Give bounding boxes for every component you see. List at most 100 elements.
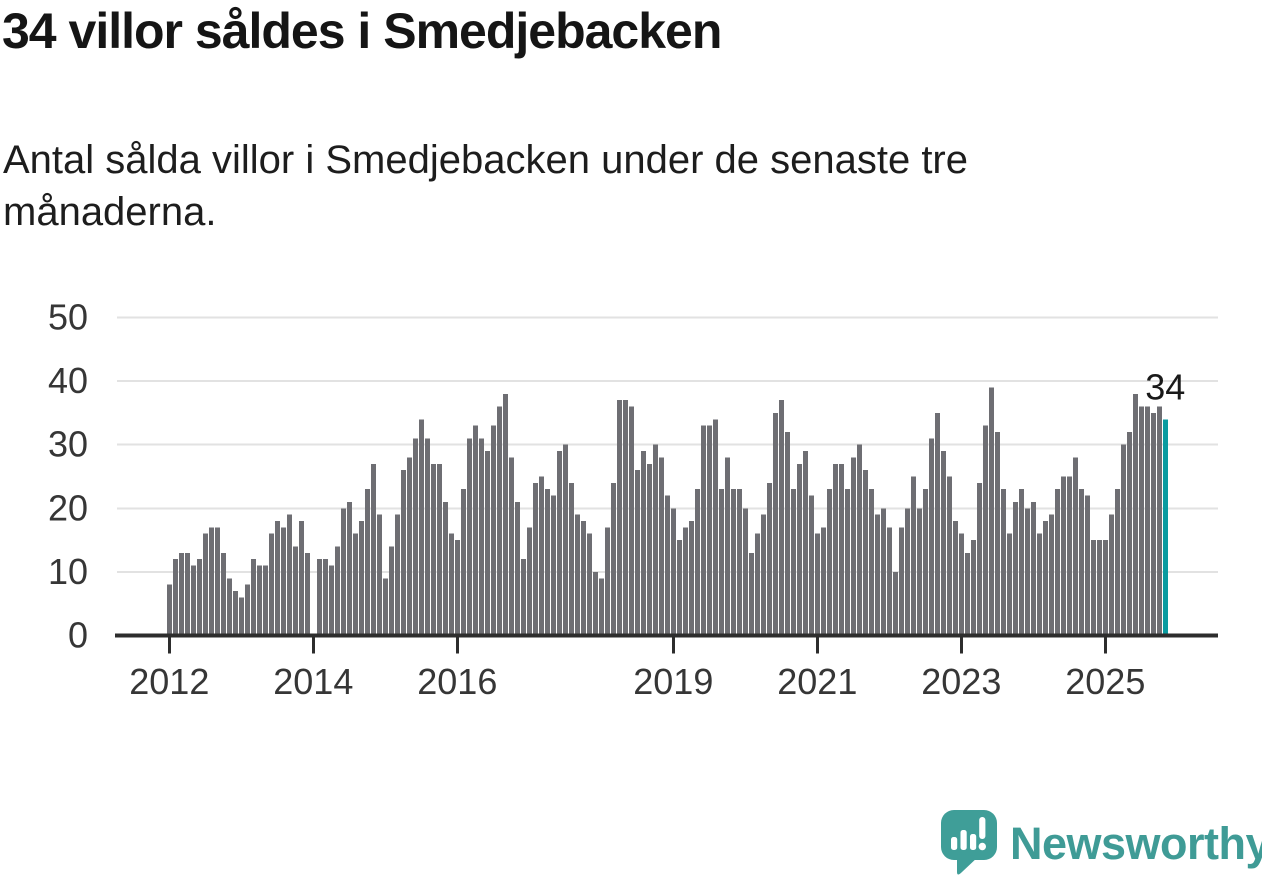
bar-2019-05 <box>694 489 700 636</box>
bar-2022-10 <box>940 451 946 636</box>
bar-2019-08 <box>712 419 718 636</box>
bar-2025-01 <box>1102 540 1108 636</box>
bar-2024-02 <box>1036 533 1042 636</box>
bar-2012-03 <box>178 552 184 636</box>
bar-2014-05 <box>334 546 340 636</box>
bar-2025-04 <box>1120 444 1126 636</box>
bar-2022-07 <box>922 489 928 636</box>
y-tick-label-30: 30 <box>48 424 88 465</box>
bar-2024-01 <box>1030 501 1036 636</box>
bar-2015-07 <box>418 419 424 636</box>
logo-bar-3 <box>970 834 977 850</box>
newsworthy-speech-bubble-bar-chart-icon <box>941 810 997 875</box>
chart-subtitle: Antal sålda villor i Smedjebacken under … <box>3 134 968 238</box>
bar-2023-04 <box>976 482 982 636</box>
bar-2024-11 <box>1090 540 1096 636</box>
bar-2021-12 <box>880 508 886 636</box>
bar-2024-06 <box>1060 476 1066 636</box>
bar-2025-05 <box>1126 431 1132 636</box>
bar-2013-10 <box>292 546 298 636</box>
bar-2016-09 <box>502 393 508 636</box>
bar-2018-11 <box>658 457 664 636</box>
bar-2020-11 <box>802 451 808 636</box>
bar-2014-11 <box>370 463 376 636</box>
page-title: 34 villor såldes i Smedjebacken <box>2 3 722 59</box>
bar-2013-07 <box>274 521 280 636</box>
bar-2018-01 <box>598 578 604 636</box>
bar-2021-09 <box>862 470 868 636</box>
bar-2014-07 <box>346 501 352 636</box>
bar-2017-12 <box>592 571 598 636</box>
bar-2014-06 <box>340 508 346 636</box>
bar-2018-05 <box>622 400 628 636</box>
bar-2012-04 <box>184 552 190 636</box>
bar-2017-07 <box>562 444 568 636</box>
bar-2018-02 <box>604 527 610 636</box>
bar-2024-05 <box>1054 489 1060 636</box>
bar-2018-04 <box>616 400 622 636</box>
bar-2015-08 <box>424 438 430 636</box>
bar-2017-03 <box>538 476 544 636</box>
bar-2019-11 <box>730 489 736 636</box>
bar-2016-08 <box>496 406 502 636</box>
bar-2025-03 <box>1114 489 1120 636</box>
bar-2012-08 <box>208 527 214 636</box>
bar-2015-03 <box>394 514 400 636</box>
y-tick-label-40: 40 <box>48 360 88 401</box>
bar-2024-07 <box>1066 476 1072 636</box>
bar-2021-02 <box>820 527 826 636</box>
bar-2025-07 <box>1138 406 1144 636</box>
y-tick-label-20: 20 <box>48 487 88 528</box>
bar-2023-01 <box>958 533 964 636</box>
bar-2022-01 <box>886 527 892 636</box>
bar-2024-10 <box>1084 495 1090 636</box>
bar-2020-02 <box>748 552 754 636</box>
bar-2025-02 <box>1108 514 1114 636</box>
bar-2013-05 <box>262 565 268 636</box>
bar-2018-12 <box>664 495 670 636</box>
bar-2017-01 <box>526 527 532 636</box>
bar-2018-10 <box>652 444 658 636</box>
bar-2020-10 <box>796 463 802 636</box>
x-tick-label-2023: 2023 <box>921 661 1001 702</box>
y-tick-label-10: 10 <box>48 551 88 592</box>
bar-2021-08 <box>856 444 862 636</box>
bar-2019-09 <box>718 489 724 636</box>
bar-2019-03 <box>682 527 688 636</box>
bar-2016-02 <box>460 489 466 636</box>
bar-2015-05 <box>406 457 412 636</box>
bar-2020-04 <box>760 514 766 636</box>
bar-2013-11 <box>298 521 304 636</box>
bar-2025-08 <box>1144 406 1150 636</box>
bar-2017-06 <box>556 451 562 636</box>
bar-2015-09 <box>430 463 436 636</box>
y-tick-label-50: 50 <box>48 297 88 338</box>
bar-2013-06 <box>268 533 274 636</box>
logo-bar-1 <box>951 837 958 850</box>
bar-2013-03 <box>250 559 256 636</box>
bar-2021-01 <box>814 533 820 636</box>
bar-2012-06 <box>196 559 202 636</box>
bar-2014-04 <box>328 565 334 636</box>
bar-2018-08 <box>640 451 646 636</box>
bar-2023-11 <box>1018 489 1024 636</box>
bar-2022-03 <box>898 527 904 636</box>
x-tick-label-2012: 2012 <box>129 661 209 702</box>
bar-2019-01 <box>670 508 676 636</box>
bar-2021-11 <box>874 514 880 636</box>
bar-2013-08 <box>280 527 286 636</box>
x-tick-label-2014: 2014 <box>273 661 353 702</box>
subtitle-line-2: månaderna. <box>3 190 217 234</box>
bar-2012-01 <box>166 584 172 636</box>
bar-2019-02 <box>676 540 682 636</box>
subtitle-line-1: Antal sålda villor i Smedjebacken under … <box>3 138 968 182</box>
bar-2016-03 <box>466 438 472 636</box>
bar-2014-12 <box>376 514 382 636</box>
bar-2017-05 <box>550 495 556 636</box>
bar-2020-07 <box>778 400 784 636</box>
bar-2017-09 <box>574 514 580 636</box>
bar-2016-11 <box>514 501 520 636</box>
bar-2020-01 <box>742 508 748 636</box>
bar-2023-07 <box>994 431 1000 636</box>
bar-2015-06 <box>412 438 418 636</box>
